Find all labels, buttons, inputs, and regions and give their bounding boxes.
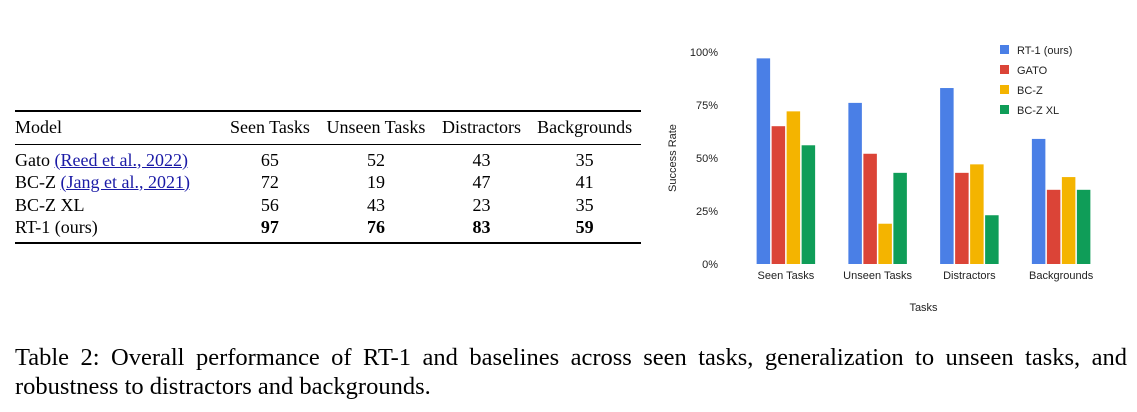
- bar: [970, 164, 984, 264]
- x-tick-label: Distractors: [943, 270, 996, 282]
- value-cell: 35: [575, 194, 594, 215]
- model-cell: BC-Z (Jang et al., 2021): [15, 171, 223, 194]
- header-unseen-tasks: Unseen Tasks: [326, 117, 426, 138]
- table-row: BC-Z (Jang et al., 2021) 72 19 47 41: [15, 171, 641, 194]
- chart-canvas: 0% 25% 50% 75% 100% Success Rate Seen Tasks Uns…: [667, 45, 1094, 314]
- value-cell: 52: [366, 149, 385, 170]
- value-cell: 35: [575, 149, 594, 170]
- header-backgrounds: Backgrounds: [537, 117, 633, 138]
- bar: [940, 88, 954, 264]
- legend-label: BC-Z: [1017, 85, 1043, 97]
- bar: [848, 102, 862, 264]
- y-tick-label: 75%: [696, 100, 718, 112]
- figure-caption: Table 2: Overall performance of RT-1 and…: [15, 344, 1127, 400]
- bar: [955, 172, 969, 264]
- model-name: Gato: [15, 149, 50, 170]
- header-model: Model: [15, 117, 62, 138]
- model-name: BC-Z: [15, 171, 57, 192]
- model-name: BC-Z XL: [15, 194, 85, 215]
- value-cell: 23: [472, 194, 491, 215]
- value-cell-best: 59: [575, 217, 594, 237]
- x-axis-label: Tasks: [909, 302, 938, 314]
- bar: [1076, 189, 1091, 264]
- value-cell: 43: [472, 149, 491, 170]
- bar: [1061, 177, 1076, 264]
- model-cell: Gato (Reed et al., 2022): [15, 144, 223, 171]
- value-cell-best: 83: [472, 217, 491, 237]
- bar: [893, 172, 907, 264]
- bar: [801, 145, 816, 264]
- value-cell-best: 76: [366, 217, 385, 237]
- legend-label: RT-1 (ours): [1017, 45, 1072, 57]
- value-cell: 72: [260, 171, 279, 192]
- legend-swatch: [1000, 85, 1009, 94]
- x-tick-label: Backgrounds: [1029, 270, 1094, 282]
- value-cell: 19: [366, 171, 385, 192]
- table-row: Gato (Reed et al., 2022) 65 52 43 35: [15, 144, 641, 171]
- legend-label: GATO: [1017, 65, 1048, 77]
- bar: [878, 223, 892, 264]
- table-row: BC-Z XL 56 43 23 35: [15, 194, 641, 217]
- bar: [786, 111, 801, 264]
- bar: [756, 58, 771, 264]
- y-tick-label: 100%: [690, 47, 718, 59]
- value-cell-best: 97: [260, 217, 279, 237]
- bar-chart: 0% 25% 50% 75% 100% Success Rate Seen Tasks Uns…: [660, 30, 1120, 335]
- bar: [1031, 138, 1046, 264]
- model-name: RT-1 (ours): [15, 217, 98, 237]
- value-cell: 65: [260, 149, 279, 170]
- bar: [863, 153, 877, 264]
- header-seen-tasks: Seen Tasks: [229, 117, 310, 138]
- y-axis-label: Success Rate: [667, 124, 679, 192]
- bar: [771, 126, 786, 264]
- bar: [1046, 189, 1061, 264]
- legend-swatch: [1000, 45, 1009, 54]
- table-row: RT-1 (ours) 97 76 83 59: [15, 217, 641, 243]
- y-tick-label: 0%: [702, 259, 718, 271]
- y-tick-label: 25%: [696, 206, 718, 218]
- value-cell: 47: [472, 171, 491, 192]
- citation-link[interactable]: (Reed et al., 2022): [54, 149, 188, 170]
- header-distractors: Distractors: [441, 117, 521, 138]
- legend-swatch: [1000, 105, 1009, 114]
- value-cell: 43: [366, 194, 385, 215]
- value-cell: 41: [575, 171, 594, 192]
- legend-label: BC-Z XL: [1017, 105, 1059, 117]
- value-cell: 56: [260, 194, 279, 215]
- x-tick-label: Unseen Tasks: [843, 270, 912, 282]
- legend-swatch: [1000, 65, 1009, 74]
- citation-link[interactable]: (Jang et al., 2021): [60, 171, 190, 192]
- table-header-row: Model Seen Tasks Unseen Tasks Distractor…: [15, 111, 641, 144]
- results-table: Model Seen Tasks Unseen Tasks Distractor…: [15, 110, 641, 244]
- x-tick-label: Seen Tasks: [758, 270, 815, 282]
- model-cell: BC-Z XL: [15, 194, 223, 217]
- model-cell: RT-1 (ours): [15, 217, 223, 243]
- y-tick-label: 50%: [696, 153, 718, 165]
- bar: [985, 215, 999, 264]
